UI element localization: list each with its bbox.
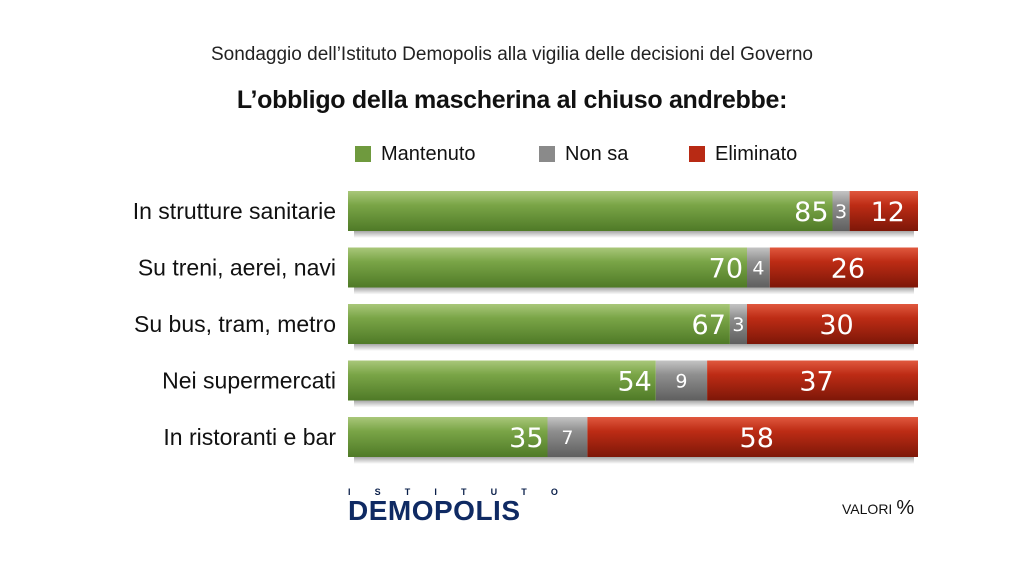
data-label-eliminato: 12 — [871, 197, 905, 228]
bar-segment-mantenuto — [348, 247, 747, 288]
bar-segment-eliminato — [849, 191, 918, 231]
category-label: In strutture sanitarie — [133, 198, 336, 224]
units-note: VALORI% — [842, 497, 914, 520]
bar-shadow — [354, 231, 914, 238]
legend-label-non-sa: Non sa — [565, 142, 629, 165]
bar-segment-non-sa — [655, 360, 708, 401]
data-label-mantenuto: 85 — [794, 197, 828, 228]
bar-segment-non-sa — [832, 191, 850, 231]
data-label-mantenuto: 54 — [617, 367, 651, 398]
data-label-non-sa: 7 — [561, 427, 573, 449]
legend-swatch-mantenuto — [355, 146, 371, 162]
bar-segment-mantenuto — [348, 417, 548, 457]
data-label-eliminato: 58 — [740, 423, 774, 454]
logo-letter: O — [550, 487, 558, 497]
bar-shadow — [354, 457, 914, 464]
data-label-eliminato: 30 — [819, 310, 853, 341]
logo-letter: I — [348, 487, 351, 497]
category-label: In ristoranti e bar — [163, 424, 336, 450]
data-label-non-sa: 3 — [732, 314, 744, 336]
data-label-mantenuto: 67 — [692, 310, 726, 341]
data-label-eliminato: 37 — [799, 367, 833, 398]
bar-segment-eliminato — [587, 417, 918, 457]
demopolis-logo: I S T I T U T O DEMOPOLIS — [348, 487, 558, 527]
logo-istituto: I S T I T U T O — [348, 487, 558, 497]
logo-letter: T — [461, 487, 467, 497]
legend-label-mantenuto: Mantenuto — [381, 142, 476, 165]
data-label-mantenuto: 35 — [509, 423, 543, 454]
bar-segment-non-sa — [547, 417, 588, 457]
data-label-non-sa: 9 — [675, 371, 687, 393]
legend-label-eliminato: Eliminato — [715, 142, 798, 165]
bar-shadow — [354, 344, 914, 351]
bar-segment-eliminato — [747, 304, 918, 344]
chart-title: L’obbligo della mascherina al chiuso and… — [236, 86, 788, 114]
data-label-mantenuto: 70 — [709, 254, 743, 285]
subtitle: Sondaggio dell’Istituto Demopolis alla v… — [210, 44, 814, 65]
category-label: Su bus, tram, metro — [134, 311, 336, 337]
logo-letter: T — [404, 487, 411, 497]
bar-segment-eliminato — [707, 360, 918, 401]
data-label-non-sa: 4 — [752, 258, 764, 280]
legend: Mantenuto Non sa Eliminato — [355, 142, 915, 166]
bar-shadow — [354, 400, 914, 408]
legend-item-non-sa: Non sa — [539, 142, 628, 166]
bar-segment-mantenuto — [348, 304, 730, 344]
legend-item-mantenuto: Mantenuto — [355, 142, 476, 166]
legend-swatch-eliminato — [689, 146, 705, 162]
bar-segment-eliminato — [769, 247, 918, 288]
legend-swatch-non-sa — [539, 146, 555, 162]
category-label: Nei supermercati — [162, 368, 336, 394]
data-label-non-sa: 3 — [835, 201, 847, 223]
logo-demopolis: DEMOPOLIS — [348, 495, 521, 526]
data-label-eliminato: 26 — [831, 254, 865, 285]
category-label: Su treni, aerei, navi — [138, 255, 336, 281]
units-label: VALORI — [842, 501, 893, 517]
bar-segment-non-sa — [747, 247, 770, 288]
bar-segment-mantenuto — [348, 191, 833, 231]
bar-shadow — [354, 287, 914, 295]
units-symbol: % — [896, 497, 915, 519]
logo-letter: S — [374, 487, 381, 497]
logo-letter: U — [490, 487, 498, 497]
bar-segment-mantenuto — [348, 360, 656, 401]
legend-item-eliminato: Eliminato — [689, 142, 797, 166]
logo-letter: I — [434, 487, 437, 497]
bar-segment-non-sa — [729, 304, 747, 344]
logo-letter: T — [521, 487, 527, 497]
